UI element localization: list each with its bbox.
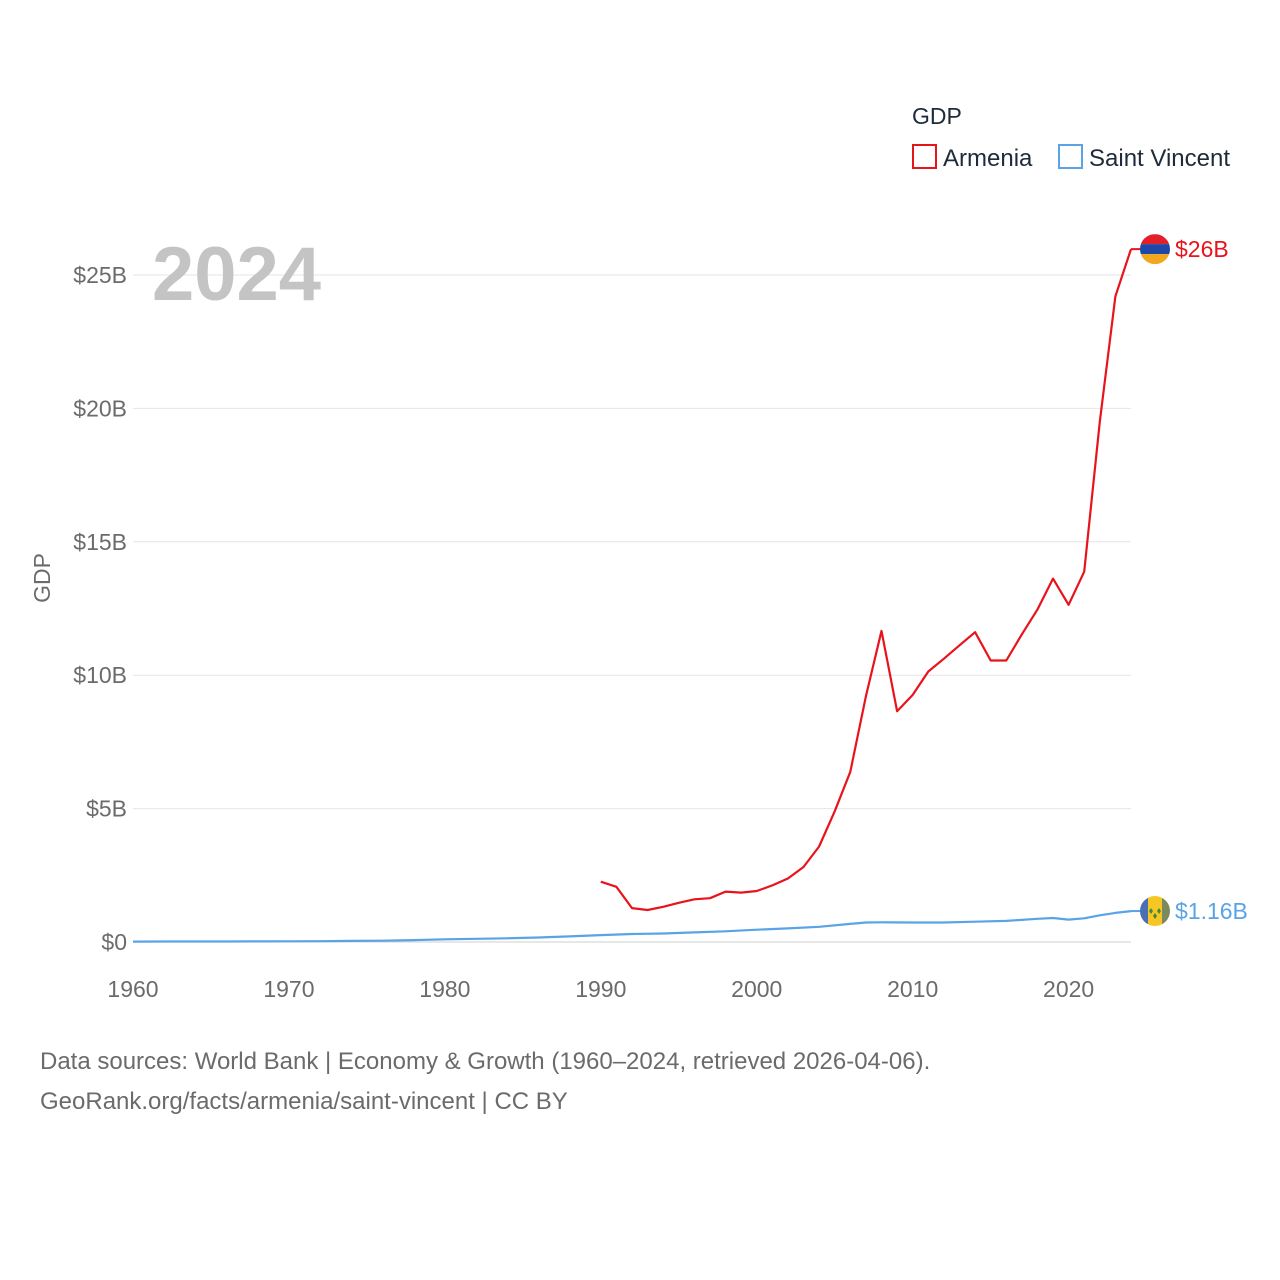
legend-item-saint-vincent[interactable]: Saint Vincent	[1058, 144, 1230, 172]
legend-item-armenia[interactable]: Armenia	[912, 144, 1033, 172]
x-tick-label: 1990	[575, 976, 626, 1002]
x-tick-label: 1980	[419, 976, 470, 1002]
saint-vincent-flag-icon	[1140, 896, 1170, 927]
gridlines	[133, 274, 1131, 943]
legend-label-saint-vincent: Saint Vincent	[1089, 145, 1230, 172]
legend: GDP Armenia Saint Vincent	[912, 103, 1230, 172]
x-tick-label: 1960	[107, 976, 158, 1002]
series-line-saint-vincent	[132, 910, 1132, 943]
x-tick-label: 2000	[731, 976, 782, 1002]
footer: Data sources: World Bank | Economy & Gro…	[40, 1042, 930, 1122]
x-tick-label: 2010	[887, 976, 938, 1002]
series-lines	[132, 248, 1133, 943]
y-tick-label: $25B	[73, 262, 127, 288]
y-tick-label: $20B	[73, 395, 127, 421]
legend-swatch-saint-vincent	[1058, 144, 1083, 169]
end-value-label-armenia: $26B	[1175, 236, 1229, 262]
x-axis-ticks: 1960 1970 1980 1990 2000 2010 2020	[107, 976, 1094, 1002]
y-tick-label: $10B	[73, 662, 127, 688]
x-tick-label: 2020	[1043, 976, 1094, 1002]
legend-title: GDP	[912, 103, 962, 129]
legend-label-armenia: Armenia	[943, 145, 1033, 172]
current-year-label: 2024	[152, 232, 321, 317]
end-markers: $26B $1.16B	[1131, 234, 1248, 927]
attribution-link[interactable]: GeoRank.org/facts/armenia/saint-vincent …	[40, 1088, 568, 1115]
y-tick-label: $15B	[73, 529, 127, 555]
y-tick-label: $5B	[86, 796, 127, 822]
y-tick-label: $0	[101, 929, 127, 955]
end-value-label-saint-vincent: $1.16B	[1175, 898, 1248, 924]
x-tick-label: 1970	[263, 976, 314, 1002]
y-axis-ticks: $0 $5B $10B $15B $20B $25B	[73, 262, 127, 955]
y-axis-title: GDP	[29, 553, 55, 603]
armenia-flag-icon	[1140, 234, 1170, 265]
data-sources-text: Data sources: World Bank | Economy & Gro…	[40, 1048, 931, 1075]
series-line-armenia	[600, 248, 1133, 912]
legend-swatch-armenia	[912, 144, 937, 169]
